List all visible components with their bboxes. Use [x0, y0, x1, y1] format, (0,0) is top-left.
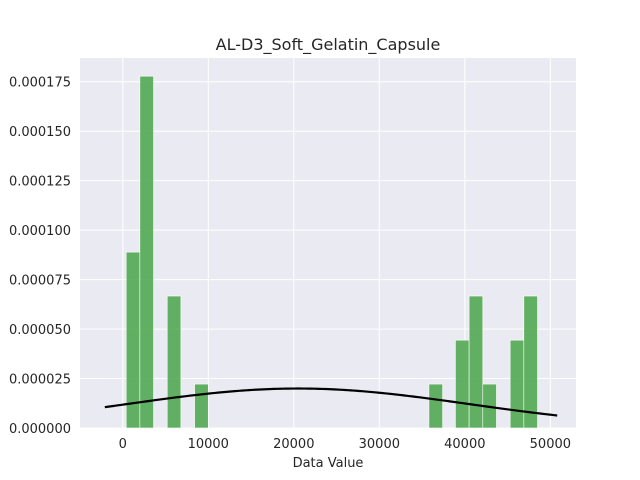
- histogram-bar: [166, 295, 182, 429]
- x-axis-ticks: 0 10000 20000 30000 40000 50000: [119, 437, 571, 452]
- histogram-bar: [428, 383, 443, 429]
- y-tick-label: 0.000025: [9, 373, 71, 388]
- x-tick-label: 40000: [444, 437, 485, 452]
- y-tick-label: 0.000150: [9, 125, 71, 140]
- histogram-bar: [468, 295, 484, 429]
- y-tick-label: 0.000175: [9, 76, 71, 91]
- x-tick-label: 50000: [530, 437, 571, 452]
- y-tick-label: 0.000075: [9, 274, 71, 289]
- histogram-bar: [523, 295, 538, 429]
- x-tick-label: 10000: [188, 437, 229, 452]
- y-tick-label: 0.000050: [9, 323, 71, 338]
- histogram-bar: [455, 339, 470, 429]
- plot-background: [80, 58, 576, 428]
- y-tick-label: 0.000100: [9, 224, 71, 239]
- x-tick-label: 20000: [273, 437, 314, 452]
- grid-lines: [80, 58, 576, 429]
- y-tick-label: 0.000125: [9, 175, 71, 190]
- chart-title: AL-D3_Soft_Gelatin_Capsule: [216, 35, 441, 55]
- normal-fit-curve: [104, 387, 558, 417]
- y-tick-label: 0.000000: [9, 422, 71, 437]
- y-axis-ticks: 0.000000 0.000025 0.000050 0.000075 0.000100…: [9, 76, 71, 437]
- histogram-bars: [125, 75, 538, 429]
- x-tick-label: 30000: [359, 437, 400, 452]
- x-axis-label: Data Value: [293, 456, 364, 471]
- histogram-bar: [194, 383, 209, 429]
- histogram-bar: [139, 75, 154, 429]
- x-tick-label: 0: [119, 437, 127, 452]
- histogram-bar: [509, 339, 525, 429]
